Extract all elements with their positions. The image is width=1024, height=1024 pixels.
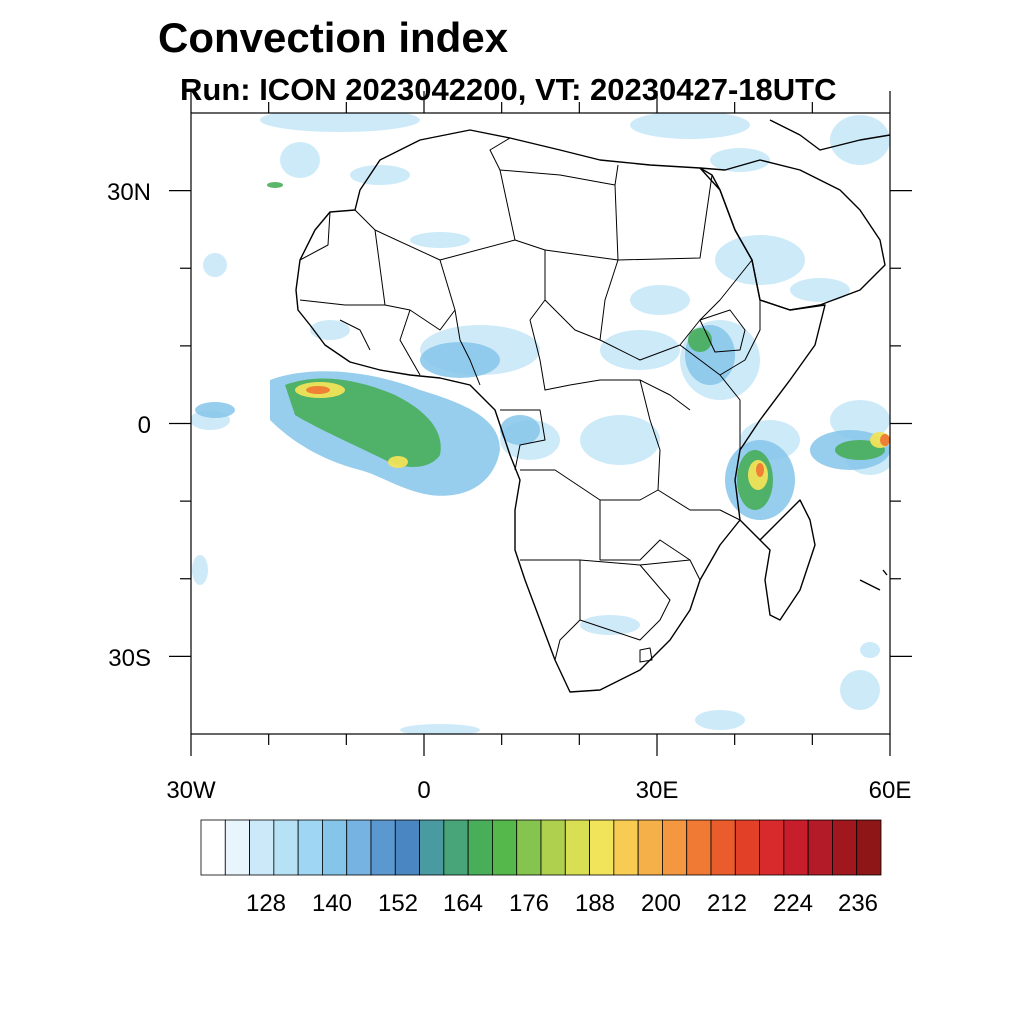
colorbar-swatch bbox=[856, 819, 882, 876]
coastlines bbox=[295, 119, 890, 693]
colorbar-swatch bbox=[759, 819, 785, 876]
colorbar-swatch bbox=[589, 819, 615, 876]
colorbar-label-128: 128 bbox=[246, 890, 286, 917]
colorbar-swatch bbox=[492, 819, 518, 876]
colorbar-label-212: 212 bbox=[707, 890, 747, 917]
x-tick-label-30w: 30W bbox=[166, 777, 216, 804]
colorbar-label-200: 200 bbox=[641, 890, 681, 917]
colorbar bbox=[200, 819, 882, 876]
y-tick-label-0: 0 bbox=[138, 412, 151, 439]
colorbar-swatch bbox=[710, 819, 736, 876]
colorbar-swatch bbox=[637, 819, 663, 876]
colorbar-swatch bbox=[370, 819, 396, 876]
colorbar-swatch bbox=[686, 819, 712, 876]
x-tick-label-30e: 30E bbox=[636, 777, 679, 804]
x-tick-label-0: 0 bbox=[417, 777, 430, 804]
y-tick-label-30n: 30N bbox=[107, 179, 151, 206]
colorbar-label-140: 140 bbox=[312, 890, 352, 917]
convection-field bbox=[191, 113, 890, 734]
colorbar-swatch bbox=[224, 819, 250, 876]
colorbar-swatch bbox=[516, 819, 542, 876]
map-title: Convection index bbox=[158, 14, 509, 61]
colorbar-swatch bbox=[273, 819, 299, 876]
colorbar-label-164: 164 bbox=[443, 890, 483, 917]
colorbar-swatch bbox=[613, 819, 639, 876]
colorbar-swatch bbox=[322, 819, 348, 876]
colorbar-swatch bbox=[249, 819, 275, 876]
colorbar-labels: 128 140 152 164 176 188 200 212 224 236 bbox=[246, 890, 878, 917]
colorbar-swatch bbox=[564, 819, 590, 876]
map-subtitle: Run: ICON 2023042200, VT: 20230427-18UTC bbox=[180, 72, 837, 107]
colorbar-label-152: 152 bbox=[378, 890, 418, 917]
colorbar-swatch bbox=[200, 819, 226, 876]
colorbar-swatch bbox=[783, 819, 809, 876]
colorbar-swatch bbox=[807, 819, 833, 876]
colorbar-label-236: 236 bbox=[838, 890, 878, 917]
colorbar-swatch bbox=[443, 819, 469, 876]
colorbar-swatch bbox=[662, 819, 688, 876]
colorbar-label-176: 176 bbox=[509, 890, 549, 917]
y-tick-label-30s: 30S bbox=[108, 645, 151, 672]
colorbar-swatch bbox=[832, 819, 858, 876]
colorbar-swatch bbox=[297, 819, 323, 876]
colorbar-label-188: 188 bbox=[575, 890, 615, 917]
colorbar-swatch bbox=[734, 819, 760, 876]
axis-ticks bbox=[169, 91, 912, 756]
borders bbox=[299, 137, 761, 663]
colorbar-swatch bbox=[346, 819, 372, 876]
colorbar-swatch bbox=[467, 819, 493, 876]
x-tick-label-60e: 60E bbox=[869, 777, 912, 804]
colorbar-label-224: 224 bbox=[773, 890, 813, 917]
colorbar-swatch bbox=[419, 819, 445, 876]
colorbar-swatch bbox=[394, 819, 420, 876]
colorbar-swatch bbox=[540, 819, 566, 876]
